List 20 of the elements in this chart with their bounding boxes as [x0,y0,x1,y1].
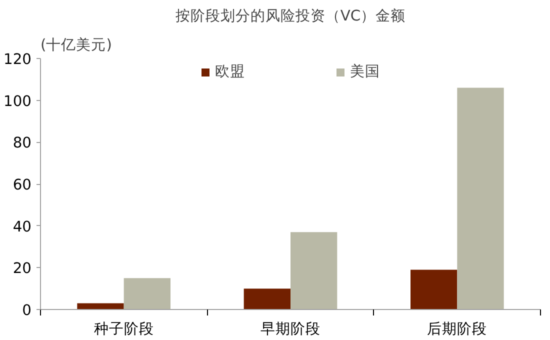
x-tick-label: 后期阶段 [427,320,488,338]
x-tick-label: 种子阶段 [94,320,154,338]
y-tick-label: 120 [4,51,32,68]
y-tick-label: 40 [12,218,32,236]
bar [124,278,170,310]
chart-title: 按阶段划分的风险投资（VC）金额 [175,8,406,24]
bar [290,232,338,310]
bar [410,270,458,310]
x-tick-label: 早期阶段 [260,320,320,338]
y-tick-label: 80 [12,134,32,152]
legend-label: 美国 [350,62,380,81]
y-tick-label: 100 [4,92,32,110]
bar [244,288,290,310]
bar [77,303,124,310]
bar [457,88,504,310]
y-tick-label: 60 [12,176,32,194]
legend-label: 欧盟 [215,62,245,81]
y-axis-title: (十亿美元) [40,36,112,54]
y-tick-label: 0 [22,302,32,319]
y-tick-label: 20 [12,260,32,278]
